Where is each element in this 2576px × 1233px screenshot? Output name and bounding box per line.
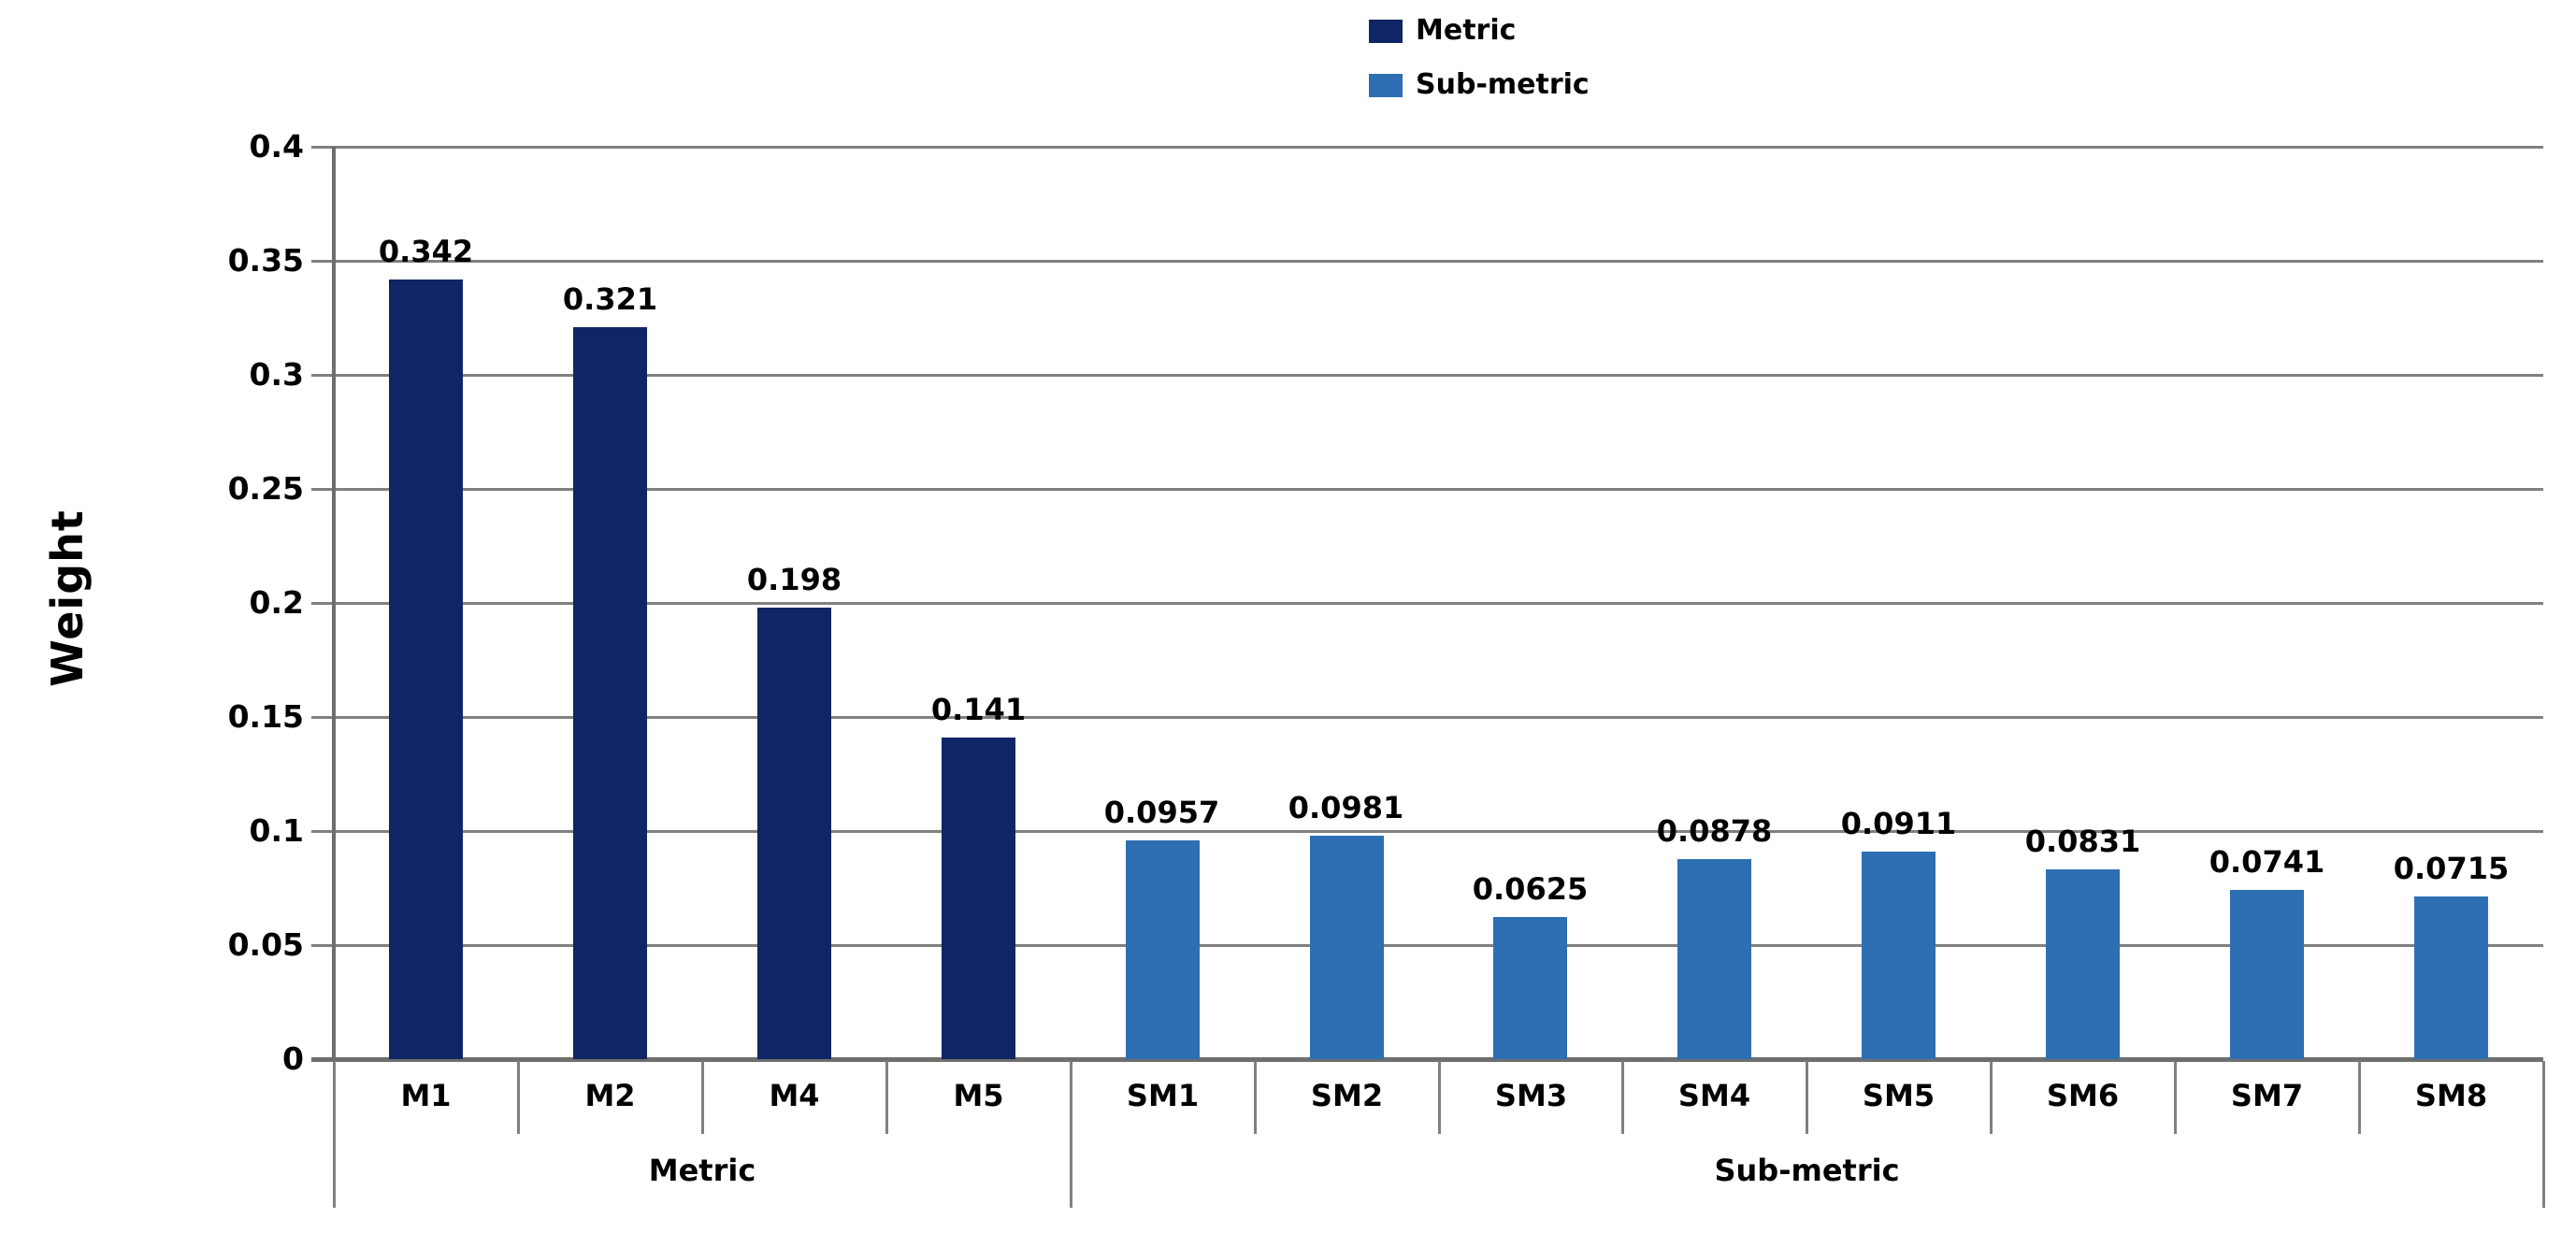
- bar-SM6: [2046, 869, 2120, 1059]
- y-axis-tick: [311, 146, 334, 149]
- bar-SM7: [2230, 890, 2304, 1059]
- category-label-M4: M4: [769, 1078, 820, 1113]
- bar-value-label-M5: 0.141: [930, 692, 1027, 727]
- category-label-SM1: SM1: [1126, 1078, 1200, 1113]
- y-axis-tick: [311, 488, 334, 491]
- y-tick-label: 0.05: [227, 926, 304, 963]
- y-tick-label: 0.4: [249, 128, 304, 165]
- legend-swatch-icon: [1369, 19, 1403, 43]
- y-axis-tick: [311, 944, 334, 947]
- bar-value-label-M1: 0.342: [378, 234, 474, 269]
- category-label-SM7: SM7: [2230, 1078, 2304, 1113]
- category-label-M1: M1: [400, 1078, 452, 1113]
- legend: Metric Sub-metric: [1369, 15, 1590, 101]
- group-divider: [1070, 1061, 1072, 1208]
- gridline: [334, 830, 2543, 833]
- y-tick-label: 0.15: [227, 698, 304, 735]
- bar-M1: [389, 280, 463, 1059]
- group-divider: [2542, 1061, 2545, 1208]
- y-tick-label: 0.25: [227, 470, 304, 507]
- gridline: [334, 944, 2543, 947]
- group-label-metric: Metric: [648, 1153, 756, 1188]
- y-axis-tick: [311, 374, 334, 377]
- category-separator: [517, 1061, 520, 1134]
- category-label-SM6: SM6: [2046, 1078, 2120, 1113]
- category-separator: [701, 1061, 704, 1134]
- bar-SM3: [1493, 917, 1567, 1059]
- bar-value-label-SM8: 0.0715: [2393, 851, 2510, 886]
- group-divider: [333, 1061, 336, 1208]
- category-separator: [1806, 1061, 1808, 1134]
- legend-label: Metric: [1416, 14, 1517, 47]
- y-tick-label: 0.1: [249, 812, 304, 849]
- y-tick-label: 0.35: [227, 242, 304, 279]
- category-separator: [1254, 1061, 1257, 1134]
- bar-SM4: [1677, 859, 1751, 1059]
- bar-value-label-SM6: 0.0831: [2024, 824, 2141, 859]
- legend-item-metric: Metric: [1369, 15, 1590, 47]
- legend-swatch-icon: [1369, 73, 1403, 97]
- y-axis-tick: [311, 830, 334, 833]
- bar-value-label-SM2: 0.0981: [1288, 790, 1404, 825]
- bar-M5: [942, 738, 1015, 1059]
- bar-value-label-M4: 0.198: [746, 562, 842, 597]
- bar-value-label-SM1: 0.0957: [1103, 795, 1220, 830]
- category-separator: [1438, 1061, 1441, 1134]
- category-label-SM2: SM2: [1310, 1078, 1384, 1113]
- gridline: [334, 488, 2543, 491]
- category-label-SM5: SM5: [1862, 1078, 1936, 1113]
- bar-M2: [573, 327, 647, 1059]
- y-tick-label: 0.2: [249, 584, 304, 621]
- gridline: [334, 716, 2543, 719]
- bar-value-label-SM5: 0.0911: [1840, 806, 1957, 841]
- gridline: [334, 260, 2543, 263]
- y-axis-title: Weight: [42, 509, 93, 687]
- gridline: [334, 602, 2543, 605]
- bar-M4: [757, 608, 831, 1059]
- bar-value-label-M2: 0.321: [562, 281, 658, 317]
- bar-SM8: [2414, 896, 2488, 1059]
- category-label-M5: M5: [953, 1078, 1004, 1113]
- y-tick-label: 0: [282, 1040, 304, 1077]
- bar-value-label-SM7: 0.0741: [2209, 844, 2325, 880]
- category-label-SM3: SM3: [1494, 1078, 1568, 1113]
- group-label-sub-metric: Sub-metric: [1714, 1153, 1900, 1188]
- y-axis-tick: [311, 602, 334, 605]
- category-label-SM4: SM4: [1677, 1078, 1751, 1113]
- y-axis-line: [332, 147, 336, 1061]
- category-separator: [2358, 1061, 2361, 1134]
- bar-value-label-SM4: 0.0878: [1656, 813, 1773, 849]
- legend-item-sub-metric: Sub-metric: [1369, 69, 1590, 101]
- bar-SM5: [1862, 852, 1936, 1059]
- bar-value-label-SM3: 0.0625: [1472, 871, 1589, 907]
- category-separator: [885, 1061, 888, 1134]
- legend-label: Sub-metric: [1416, 68, 1590, 101]
- category-separator: [1990, 1061, 1993, 1134]
- category-label-M2: M2: [584, 1078, 636, 1113]
- y-axis-tick: [311, 716, 334, 719]
- y-axis-tick: [311, 260, 334, 263]
- x-axis-line: [311, 1057, 2543, 1062]
- category-label-SM8: SM8: [2414, 1078, 2488, 1113]
- category-separator: [1621, 1061, 1624, 1134]
- bar-SM1: [1126, 840, 1200, 1059]
- gridline: [334, 374, 2543, 377]
- bar-SM2: [1310, 836, 1384, 1059]
- gridline: [334, 146, 2543, 149]
- y-tick-label: 0.3: [249, 356, 304, 393]
- category-separator: [2174, 1061, 2177, 1134]
